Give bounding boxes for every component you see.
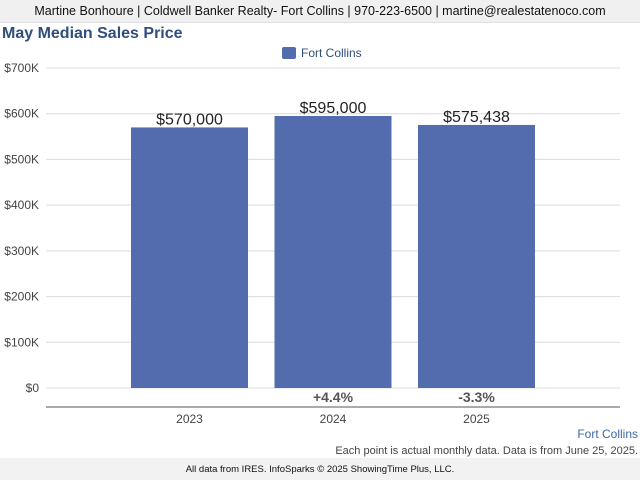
x-tick-label: 2025 — [463, 412, 490, 426]
bar — [418, 124, 535, 388]
bar-value-label: $575,438 — [443, 109, 510, 126]
bar-value-label: $595,000 — [300, 100, 367, 117]
region-label[interactable]: Fort Collins — [577, 427, 638, 441]
change-label: -3.3% — [458, 389, 495, 405]
legend[interactable]: Fort Collins — [282, 45, 362, 61]
contact-header: Martine Bonhoure | Coldwell Banker Realt… — [0, 0, 640, 23]
y-tick-label: $600K — [4, 107, 39, 121]
y-tick-label: $200K — [4, 290, 39, 304]
bar-value-label: $570,000 — [156, 111, 223, 128]
x-tick-label: 2024 — [320, 412, 347, 426]
y-tick-label: $100K — [4, 335, 39, 349]
footer-credit: All data from IRES. InfoSparks © 2025 Sh… — [0, 458, 640, 480]
chart-title: May Median Sales Price — [2, 25, 183, 42]
y-tick-label: $0 — [26, 381, 40, 395]
bar — [131, 127, 248, 388]
y-tick-label: $500K — [4, 152, 39, 166]
legend-label: Fort Collins — [301, 46, 362, 60]
bar — [274, 116, 392, 388]
x-tick-label: 2023 — [176, 412, 203, 426]
y-tick-label: $400K — [4, 198, 39, 212]
y-tick-label: $300K — [4, 244, 39, 258]
data-note: Each point is actual monthly data. Data … — [335, 445, 638, 457]
change-label: +4.4% — [313, 389, 354, 405]
contact-text: Martine Bonhoure | Coldwell Banker Realt… — [34, 4, 606, 18]
y-tick-label: $700K — [4, 61, 39, 75]
legend-swatch — [282, 47, 296, 59]
